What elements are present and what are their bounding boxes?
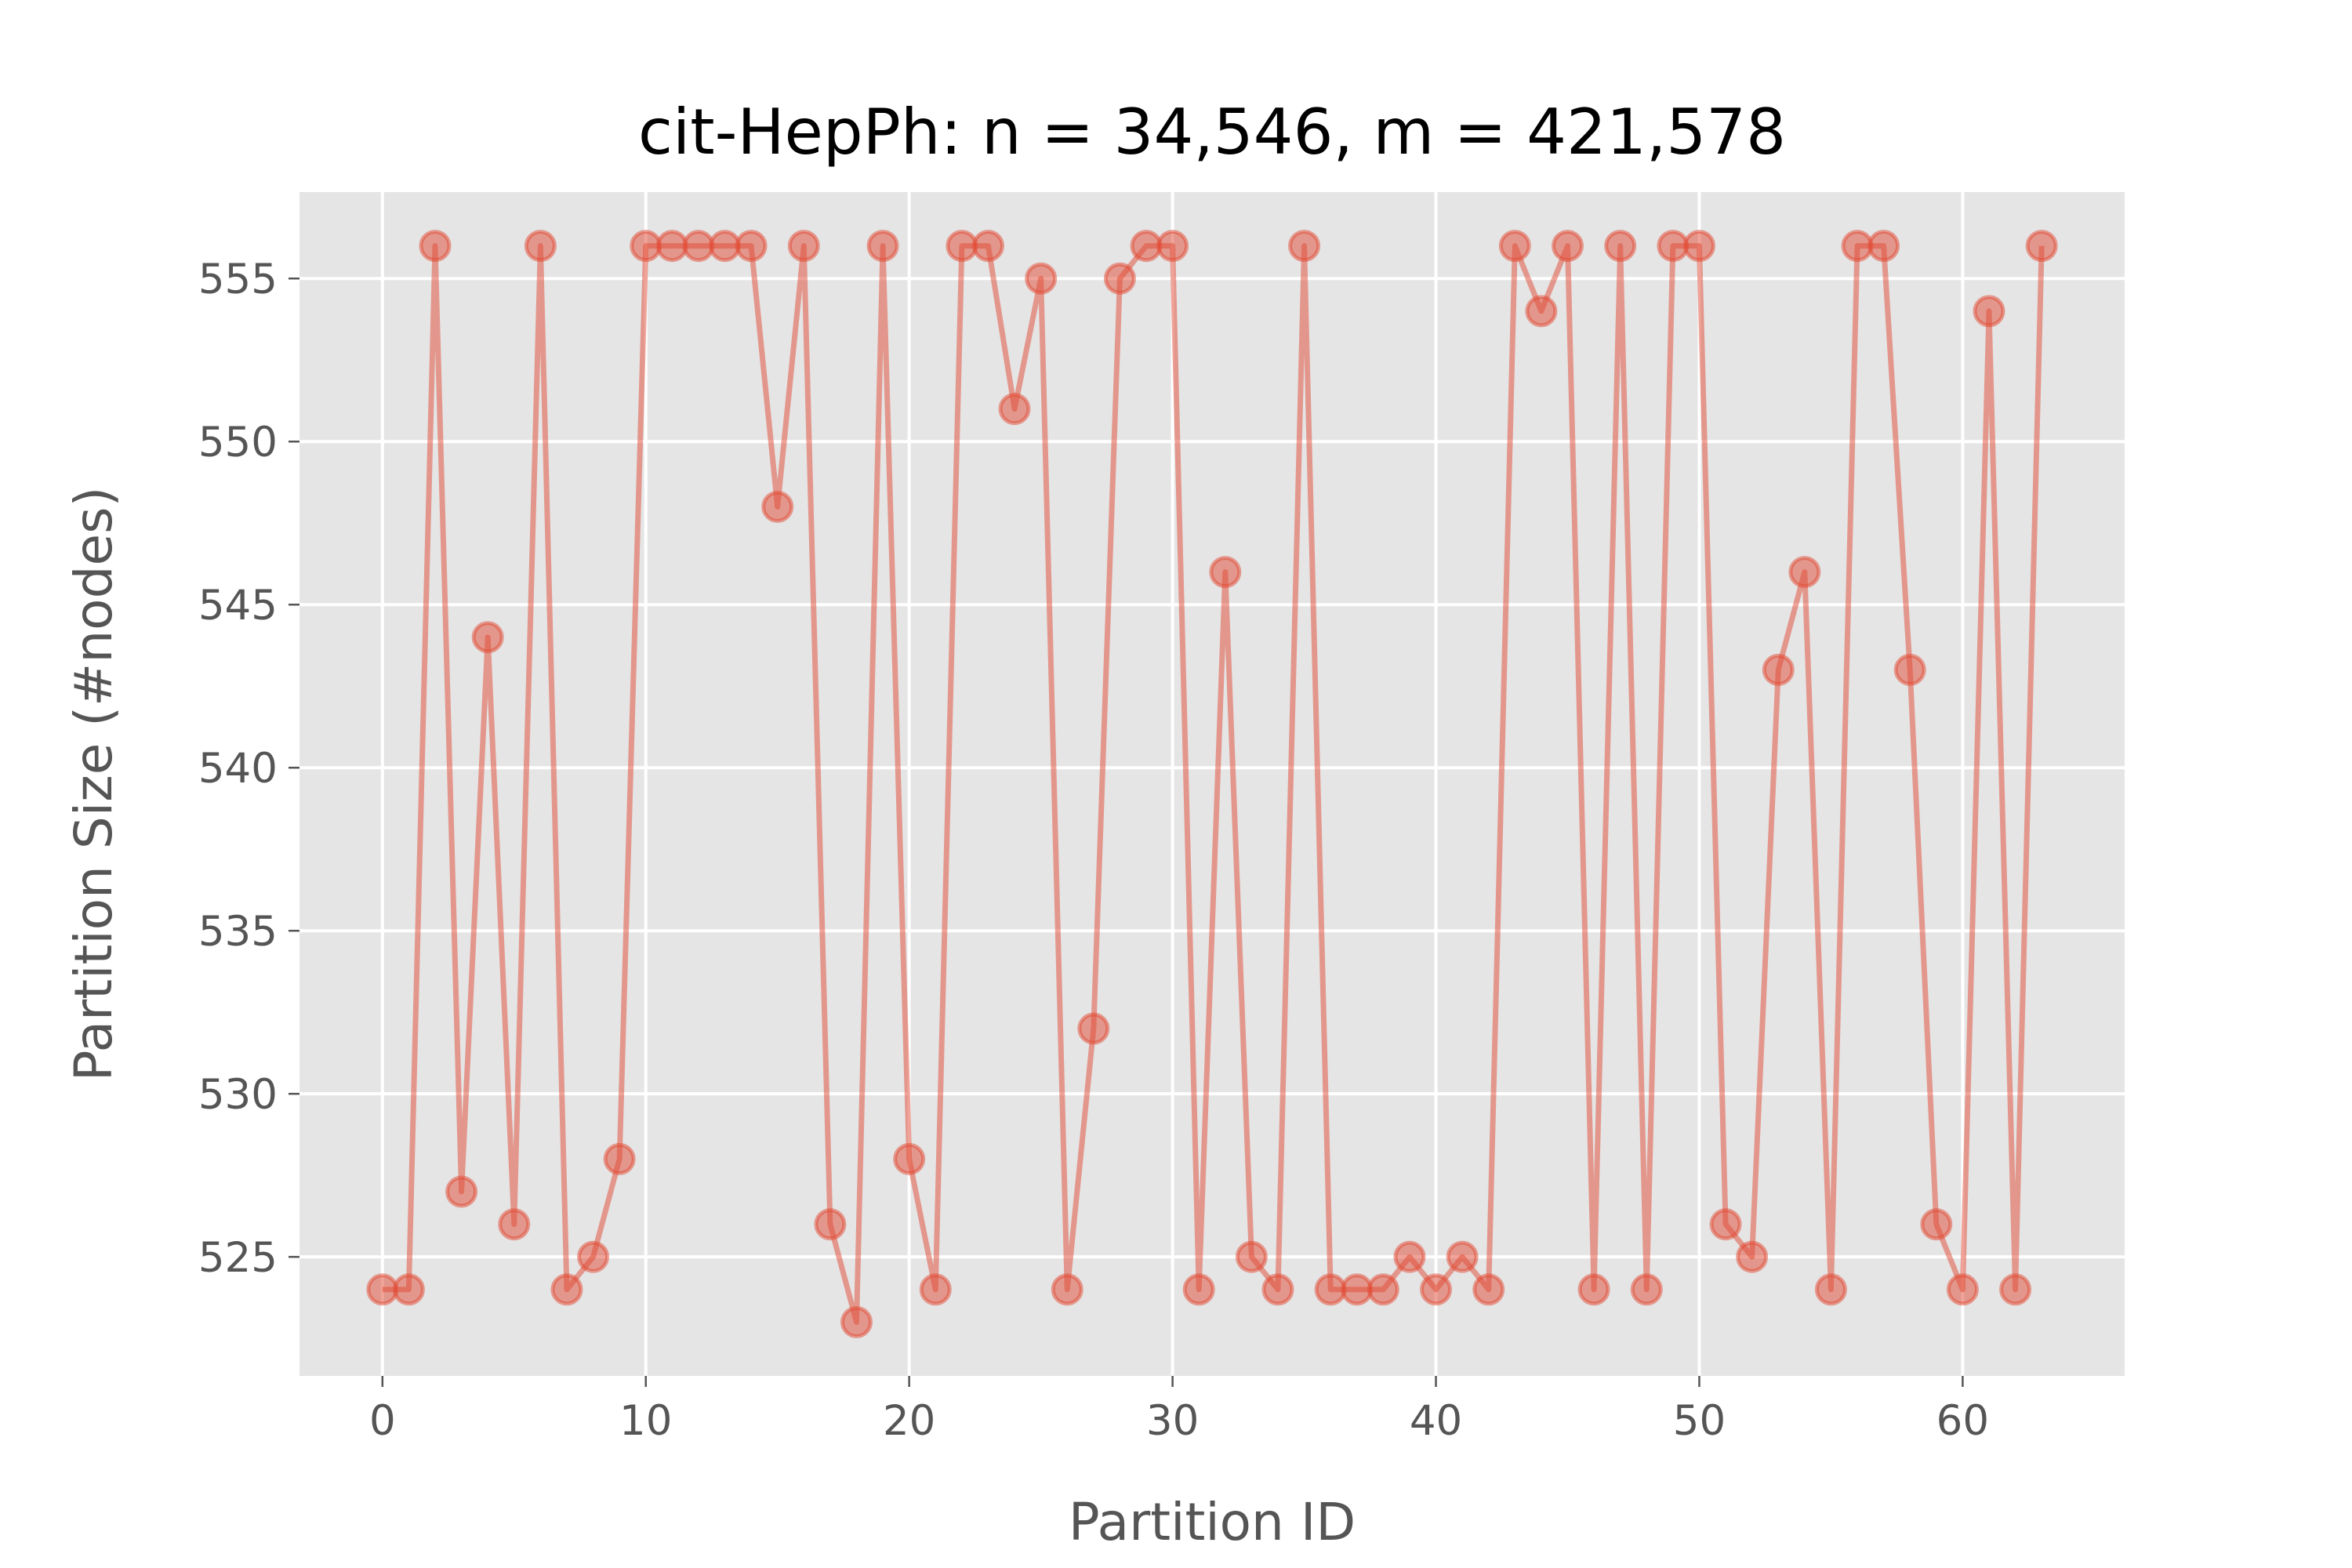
data-point bbox=[1762, 653, 1795, 686]
data-point bbox=[1709, 1208, 1742, 1241]
data-point bbox=[1235, 1240, 1268, 1273]
data-point bbox=[814, 1208, 847, 1241]
data-point bbox=[1973, 295, 2005, 328]
data-point bbox=[2025, 230, 2058, 263]
data-point bbox=[787, 230, 820, 263]
data-point bbox=[1367, 1273, 1399, 1306]
data-point bbox=[735, 230, 768, 263]
data-point bbox=[1525, 295, 1558, 328]
data-point bbox=[1393, 1240, 1426, 1273]
data-point bbox=[1841, 230, 1874, 263]
x-tick-label: 20 bbox=[883, 1397, 935, 1445]
data-point bbox=[1814, 1273, 1847, 1306]
data-point bbox=[1288, 230, 1321, 263]
y-tick-label: 555 bbox=[198, 256, 278, 303]
data-point bbox=[919, 1273, 952, 1306]
y-tick-label: 530 bbox=[198, 1071, 278, 1119]
data-point bbox=[1999, 1273, 2032, 1306]
data-point bbox=[1130, 230, 1163, 263]
data-point bbox=[1341, 1273, 1374, 1306]
axis-ticks: 0 10 20 30 40 50 60 525 530 535 540 545 550 555 bbox=[198, 256, 1989, 1445]
data-point bbox=[392, 1273, 425, 1306]
data-point bbox=[1420, 1273, 1453, 1306]
y-axis-label: Partition Size (#nodes) bbox=[64, 487, 124, 1081]
data-point bbox=[1946, 1273, 1979, 1306]
y-tick-label: 550 bbox=[198, 419, 278, 466]
data-point bbox=[893, 1142, 926, 1175]
x-tick-label: 40 bbox=[1410, 1397, 1462, 1445]
data-point bbox=[709, 230, 742, 263]
x-tick-label: 0 bbox=[369, 1397, 396, 1445]
data-point bbox=[1314, 1273, 1347, 1306]
chart-title: cit-HepPh: n = 34,546, m = 421,578 bbox=[638, 96, 1786, 169]
data-point bbox=[761, 490, 794, 523]
data-point bbox=[419, 230, 452, 263]
data-point bbox=[498, 1208, 531, 1241]
y-tick-label: 535 bbox=[198, 908, 278, 956]
data-point bbox=[1261, 1273, 1294, 1306]
data-point bbox=[1077, 1012, 1110, 1045]
data-point bbox=[1209, 556, 1242, 589]
data-points bbox=[366, 230, 2058, 1338]
x-tick-label: 10 bbox=[619, 1397, 672, 1445]
data-point bbox=[550, 1273, 583, 1306]
data-point bbox=[366, 1273, 399, 1306]
data-point bbox=[1736, 1240, 1769, 1273]
data-point bbox=[471, 621, 504, 654]
data-point bbox=[1552, 230, 1584, 263]
data-point bbox=[1920, 1208, 1953, 1241]
data-point bbox=[1182, 1273, 1215, 1306]
data-point bbox=[630, 230, 662, 263]
data-point bbox=[1103, 262, 1136, 295]
data-point bbox=[1682, 230, 1715, 263]
y-tick-label: 540 bbox=[198, 745, 278, 793]
data-point bbox=[1630, 1273, 1663, 1306]
data-point bbox=[1156, 230, 1189, 263]
data-point bbox=[1657, 230, 1690, 263]
data-point bbox=[1472, 1273, 1505, 1306]
data-point bbox=[1498, 230, 1531, 263]
data-point bbox=[1577, 1273, 1610, 1306]
data-point bbox=[524, 230, 557, 263]
data-point bbox=[445, 1175, 478, 1208]
data-point bbox=[1051, 1273, 1083, 1306]
y-tick-label: 525 bbox=[198, 1234, 278, 1282]
data-point bbox=[1446, 1240, 1479, 1273]
data-point bbox=[1893, 653, 1926, 686]
x-tick-label: 50 bbox=[1673, 1397, 1726, 1445]
data-point bbox=[655, 230, 688, 263]
data-point bbox=[682, 230, 715, 263]
data-point bbox=[603, 1142, 636, 1175]
data-point bbox=[1867, 230, 1900, 263]
data-point bbox=[1025, 262, 1058, 295]
data-point bbox=[1604, 230, 1637, 263]
y-tick-label: 545 bbox=[198, 582, 278, 630]
data-point bbox=[840, 1305, 873, 1338]
data-point bbox=[577, 1240, 610, 1273]
x-axis-label: Partition ID bbox=[1069, 1492, 1356, 1552]
data-point bbox=[866, 230, 899, 263]
data-point bbox=[1788, 556, 1821, 589]
x-tick-label: 60 bbox=[1936, 1397, 1989, 1445]
plot-area bbox=[299, 192, 2125, 1376]
data-point bbox=[998, 393, 1031, 426]
data-point bbox=[971, 230, 1004, 263]
x-tick-label: 30 bbox=[1146, 1397, 1199, 1445]
data-point bbox=[946, 230, 978, 263]
